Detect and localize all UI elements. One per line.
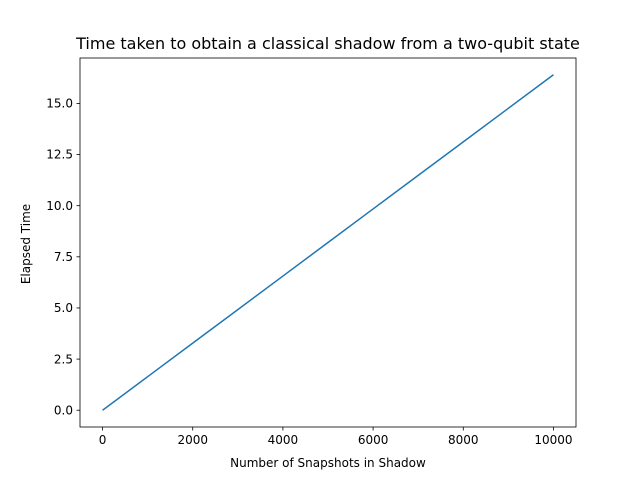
y-tick-label: 0.0 [54,403,73,417]
x-tick-label: 0 [99,433,107,447]
y-tick-label: 15.0 [46,97,73,111]
x-tick-label: 10000 [534,433,572,447]
y-tick-label: 5.0 [54,301,73,315]
x-tick-label: 4000 [268,433,299,447]
y-tick-label: 12.5 [46,148,73,162]
chart-title: Time taken to obtain a classical shadow … [75,34,580,53]
series-line-0 [102,74,554,411]
y-tick-label: 10.0 [46,199,73,213]
x-tick-label: 6000 [358,433,389,447]
x-tick-label: 2000 [177,433,208,447]
axes-frame [79,57,577,428]
x-tick-label: 8000 [448,433,479,447]
y-axis-label: Elapsed Time [19,204,33,284]
y-tick-label: 2.5 [54,352,73,366]
plot-area: 0 2000 4000 6000 8000 10000 0.0 2.5 5.0 7.5 10.0 12… [46,57,577,447]
x-axis-label: Number of Snapshots in Shadow [230,456,426,470]
y-tick-label: 7.5 [54,250,73,264]
